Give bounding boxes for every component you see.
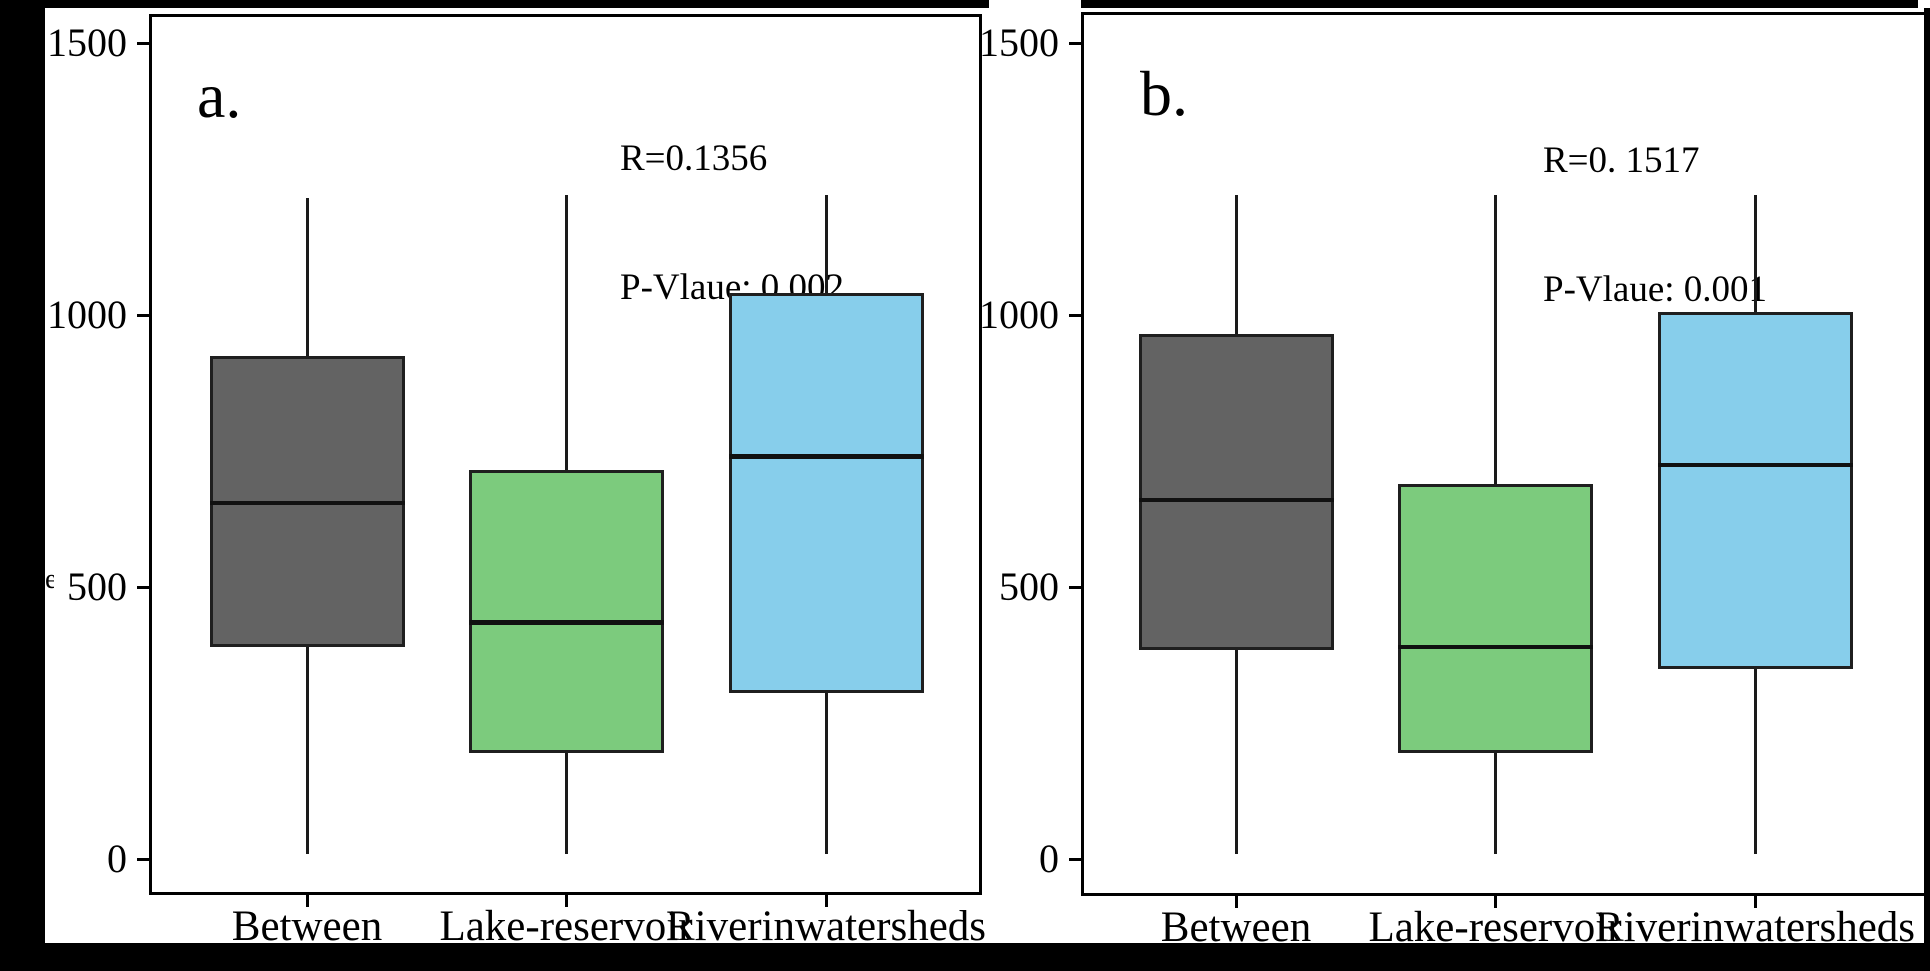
panel-b-letter: b. <box>1140 58 1188 129</box>
panel-a-xtick-mark <box>305 895 309 907</box>
panel-a-box-2 <box>728 293 924 694</box>
panel-b-xtick-label: Riverinwatersheds <box>1594 904 1916 951</box>
panel-a-ytick-label: 1000 <box>47 292 127 337</box>
black-bar-top-right <box>1081 0 1918 8</box>
panel-a-ytick-mark <box>137 857 149 861</box>
panel-a-median-2 <box>728 454 924 459</box>
panel-b-ytick-label: 1000 <box>979 292 1059 337</box>
panel-b-box-1 <box>1397 483 1593 753</box>
black-bar-bottom <box>0 943 1930 971</box>
panel-a-frame <box>149 14 982 895</box>
panel-a-median-1 <box>468 620 664 625</box>
black-bar-left <box>0 0 45 971</box>
panel-b-xtick-mark <box>1234 896 1238 908</box>
panel-b-ytick-label: 1500 <box>979 20 1059 65</box>
panel-a-xtick-mark <box>824 895 828 907</box>
panel-a-ytick-label: 1500 <box>47 20 127 65</box>
panel-a-median-0 <box>209 500 405 506</box>
panel-a-ytick-label: 500 <box>67 564 127 609</box>
panel-a-xtick-label: Riverinwatersheds <box>665 903 987 950</box>
panel-a-ytick-mark <box>137 313 149 317</box>
panel-b-r-value: R=0. 1517 <box>1543 139 1700 181</box>
panel-b-stats: R=0. 1517 P-Vlaue: 0.001 <box>1543 54 1767 397</box>
panel-b-ytick-mark <box>1069 41 1081 45</box>
panel-a-ytick-mark <box>137 585 149 589</box>
panel-b-ytick-mark <box>1069 857 1081 861</box>
panel-b-box-2 <box>1657 312 1853 669</box>
panel-a-xtick-mark <box>564 895 568 907</box>
panel-b-median-2 <box>1657 462 1853 468</box>
panel-a-ytick-mark <box>137 41 149 45</box>
panel-b-xtick-label: Between <box>1160 904 1312 951</box>
y-axis-title-fragment: e <box>45 566 54 594</box>
black-bar-top-left <box>0 0 989 8</box>
panel-a-letter: a. <box>197 60 242 131</box>
panel-b-xtick-label: Lake-reservoir <box>1368 904 1622 951</box>
panel-b-ytick-mark <box>1069 585 1081 589</box>
panel-b-p-value: P-Vlaue: 0.001 <box>1543 268 1768 310</box>
panel-b-ytick-label: 500 <box>999 564 1059 609</box>
panel-b-box-0 <box>1138 334 1334 650</box>
panel-b-xtick-mark <box>1493 896 1497 908</box>
panel-b-median-1 <box>1397 644 1593 650</box>
panel-b-ytick-label: 0 <box>1039 836 1059 881</box>
panel-a-xtick-label: Between <box>231 903 383 950</box>
panel-b-frame <box>1081 12 1928 896</box>
panel-a-r-value: R=0.1356 <box>620 137 768 179</box>
panel-b-median-0 <box>1138 497 1334 503</box>
panel-a-box-1 <box>468 470 664 753</box>
panel-a-ytick-label: 0 <box>107 836 127 881</box>
panel-b-xtick-mark <box>1753 896 1757 908</box>
panel-b-ytick-mark <box>1069 313 1081 317</box>
panel-a-xtick-label: Lake-reservoir <box>439 903 693 950</box>
